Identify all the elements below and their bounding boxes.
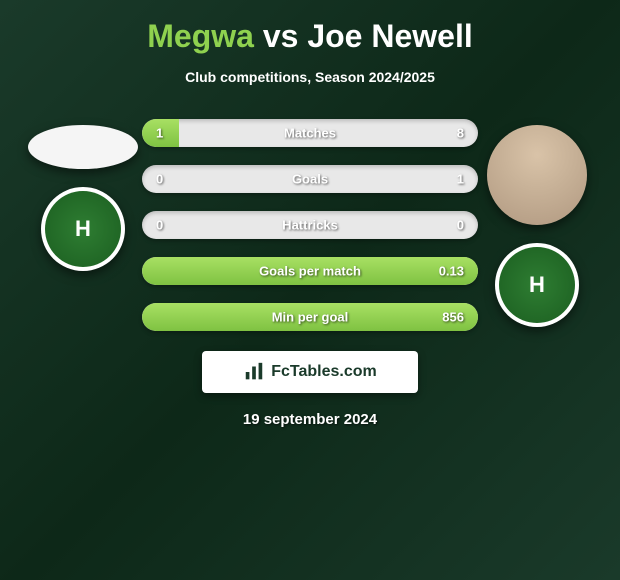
stat-label: Hattricks (282, 218, 338, 233)
stat-bar: Min per goal 856 (142, 303, 478, 331)
stat-bars: 1 Matches 8 0 Goals 1 0 Hattricks 0 Goals per mat… (138, 119, 482, 331)
stat-label: Matches (284, 126, 336, 141)
stat-value-right: 8 (457, 126, 464, 141)
stats-area: 1 Matches 8 0 Goals 1 0 Hattricks 0 Goals per mat… (0, 119, 620, 331)
source-badge: FcTables.com (202, 351, 418, 393)
stat-value-left: 0 (156, 218, 163, 233)
stat-bar: 1 Matches 8 (142, 119, 478, 147)
stat-label: Goals per match (259, 264, 361, 279)
date-text: 19 september 2024 (0, 411, 620, 428)
chart-icon (243, 361, 265, 383)
comparison-card: Megwa vs Joe Newell Club competitions, S… (0, 0, 620, 438)
stat-value-left: 1 (156, 126, 163, 141)
player1-avatar (28, 125, 138, 169)
player2-avatar (487, 125, 587, 225)
vs-text: vs (263, 18, 299, 54)
stat-bar: Goals per match 0.13 (142, 257, 478, 285)
player1-name: Megwa (147, 18, 254, 54)
player2-name: Joe Newell (307, 18, 472, 54)
stat-value-right: 0 (457, 218, 464, 233)
player1-club-crest (41, 187, 125, 271)
subtitle: Club competitions, Season 2024/2025 (0, 69, 620, 85)
stat-value-right: 0.13 (439, 264, 464, 279)
left-column (28, 119, 138, 271)
stat-bar: 0 Goals 1 (142, 165, 478, 193)
stat-bar: 0 Hattricks 0 (142, 211, 478, 239)
stat-value-right: 856 (442, 310, 464, 325)
stat-label: Goals (292, 172, 328, 187)
stat-value-right: 1 (457, 172, 464, 187)
page-title: Megwa vs Joe Newell (0, 18, 620, 55)
source-text: FcTables.com (271, 363, 377, 381)
stat-value-left: 0 (156, 172, 163, 187)
right-column (482, 119, 592, 327)
player2-club-crest (495, 243, 579, 327)
stat-label: Min per goal (272, 310, 349, 325)
